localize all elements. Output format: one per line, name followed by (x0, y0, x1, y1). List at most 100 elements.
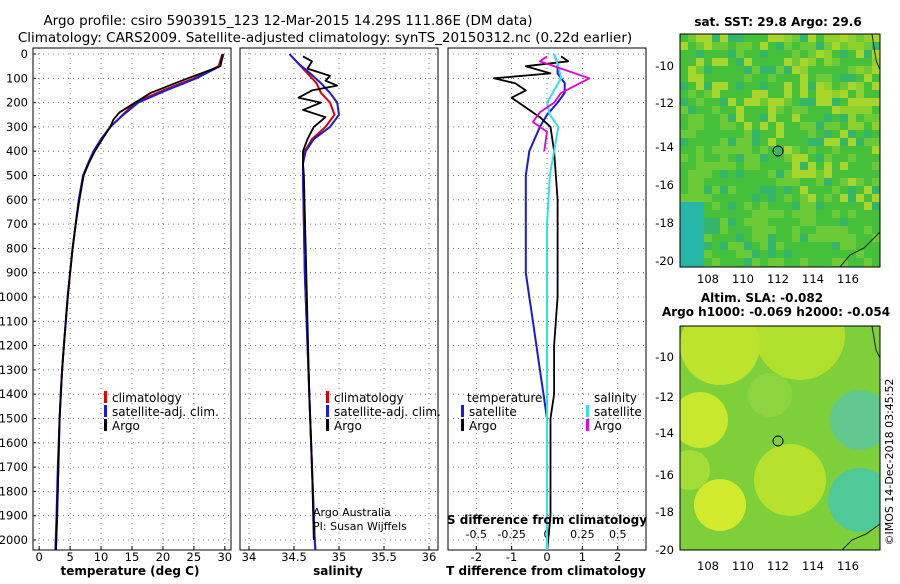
sst-map-cell (736, 154, 744, 162)
sst-map-cell (824, 178, 832, 186)
sst-map-cell (792, 146, 800, 154)
sst-map-cell (776, 146, 784, 154)
x-tick-label: 1 (579, 550, 586, 564)
series-line-satellite-adj--clim- (54, 53, 225, 550)
sst-map-cell (712, 234, 720, 242)
sst-map-cell (736, 82, 744, 90)
sst-map-cell (816, 34, 824, 42)
sst-map-cell (816, 234, 824, 242)
series-line-climatology (54, 53, 224, 550)
sst-map-cell (696, 98, 704, 106)
sst-map-cell (784, 242, 792, 250)
sst-map-cell (752, 98, 760, 106)
sst-map-cell (712, 122, 720, 130)
legend-label-s-satellite: satellite (594, 405, 642, 419)
sst-map-cell (808, 186, 816, 194)
sla-map-title-line1: Altim. SLA: -0.082 (701, 291, 823, 305)
sst-map-cell (688, 258, 696, 266)
sst-map-cell (784, 42, 792, 50)
sst-map-cell (728, 74, 736, 82)
sst-map-cell (864, 138, 872, 146)
legend-swatch-climatology (326, 391, 329, 403)
sst-map-cell (856, 90, 864, 98)
sst-map-cell (768, 74, 776, 82)
sst-map-cell (744, 162, 752, 170)
sst-map-cell (680, 114, 688, 122)
sst-map-cell (760, 186, 768, 194)
sst-map-cell (816, 170, 824, 178)
sst-map-cell (760, 74, 768, 82)
sst-map-cell (760, 194, 768, 202)
sst-map-cell (728, 170, 736, 178)
sst-map-cell (792, 242, 800, 250)
sst-map-cell (864, 66, 872, 74)
sst-map-cell (720, 242, 728, 250)
sst-map-cell (760, 66, 768, 74)
sst-map-cell (704, 154, 712, 162)
sst-map-cell (768, 130, 776, 138)
sst-map-cell (816, 258, 824, 266)
sst-map-cell (696, 258, 704, 266)
sst-map-cell (848, 162, 856, 170)
sst-map-cell (856, 210, 864, 218)
sst-map-cell (704, 234, 712, 242)
sst-map-cell (856, 66, 864, 74)
sst-map-cell (808, 130, 816, 138)
sst-map-cell (752, 106, 760, 114)
sst-map-cell (856, 242, 864, 250)
sst-map-cell (736, 202, 744, 210)
sst-map-cell (824, 146, 832, 154)
depth-tick-label: 300 (6, 120, 28, 134)
sla-map-frame (679, 325, 881, 551)
sst-map-cell (712, 74, 720, 82)
sst-map-cell (688, 178, 696, 186)
sst-map-cell (792, 226, 800, 234)
sst-map-cell (792, 122, 800, 130)
sst-lat-tick: -10 (655, 59, 674, 73)
sst-map-cell (752, 138, 760, 146)
sst-map-cell (680, 34, 688, 42)
x-tick-label: 34.5 (281, 550, 307, 564)
sst-map-cell (752, 74, 760, 82)
series-line-argo (532, 55, 591, 152)
sst-map-cell (704, 90, 712, 98)
sst-map-cell (864, 250, 872, 258)
sst-map-cell (832, 170, 840, 178)
sst-map-cell (760, 178, 768, 186)
sst-map-cell (712, 258, 720, 266)
sst-lon-tick: 112 (767, 272, 789, 286)
sst-map-cell (872, 154, 880, 162)
sst-map-cell (744, 114, 752, 122)
sst-map-cell (704, 34, 712, 42)
sst-map-cell (728, 146, 736, 154)
depth-tick-label: 1800 (0, 484, 28, 498)
sst-map-cell (768, 154, 776, 162)
sst-map-cell (840, 74, 848, 82)
sst-map-cell (688, 194, 696, 202)
sst-map-cell (792, 98, 800, 106)
sst-map-cell (696, 154, 704, 162)
sst-map-cell (736, 58, 744, 66)
sst-map-cell (760, 210, 768, 218)
sst-map-cell (776, 250, 784, 258)
sst-map-cell (824, 114, 832, 122)
sst-lon-tick: 108 (697, 272, 719, 286)
legend-swatch-t-satellite (461, 405, 464, 417)
sst-map-cell (872, 138, 880, 146)
sst-map-cell (704, 122, 712, 130)
sst-map-cell (768, 50, 776, 58)
sst-map-cell (848, 146, 856, 154)
sst-coastline (839, 231, 880, 267)
sst-map-cell (872, 146, 880, 154)
sst-map-cell (776, 178, 784, 186)
legend-label-argo: Argo (112, 419, 140, 433)
sst-map-cell (744, 170, 752, 178)
sst-map-cell (776, 194, 784, 202)
sst-map-cell (784, 162, 792, 170)
sst-map-cell (856, 58, 864, 66)
sst-map-cell (856, 146, 864, 154)
sst-map-cell (696, 226, 704, 234)
sst-map-cell (848, 90, 856, 98)
legend-swatch-argo (326, 419, 329, 431)
sst-map-cell (840, 218, 848, 226)
